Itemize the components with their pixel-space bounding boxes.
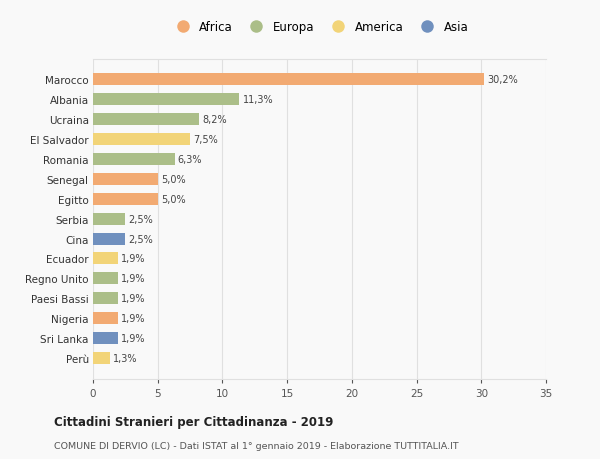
Bar bbox=[93, 293, 118, 305]
Text: 1,9%: 1,9% bbox=[121, 254, 145, 264]
Bar bbox=[93, 174, 158, 185]
Text: 8,2%: 8,2% bbox=[202, 115, 227, 125]
Bar bbox=[93, 114, 199, 126]
Text: 2,5%: 2,5% bbox=[128, 214, 154, 224]
Text: 7,5%: 7,5% bbox=[193, 135, 218, 145]
Text: 5,0%: 5,0% bbox=[161, 194, 185, 204]
Text: 5,0%: 5,0% bbox=[161, 174, 185, 185]
Bar bbox=[93, 94, 239, 106]
Text: 30,2%: 30,2% bbox=[487, 75, 518, 85]
Text: 1,9%: 1,9% bbox=[121, 313, 145, 324]
Bar bbox=[93, 74, 484, 86]
Bar bbox=[93, 253, 118, 265]
Bar bbox=[93, 273, 118, 285]
Bar bbox=[93, 134, 190, 146]
Bar bbox=[93, 193, 158, 205]
Text: 6,3%: 6,3% bbox=[178, 155, 202, 165]
Text: Cittadini Stranieri per Cittadinanza - 2019: Cittadini Stranieri per Cittadinanza - 2… bbox=[54, 415, 334, 428]
Bar bbox=[93, 213, 125, 225]
Text: COMUNE DI DERVIO (LC) - Dati ISTAT al 1° gennaio 2019 - Elaborazione TUTTITALIA.: COMUNE DI DERVIO (LC) - Dati ISTAT al 1°… bbox=[54, 441, 458, 450]
Text: 11,3%: 11,3% bbox=[242, 95, 273, 105]
Bar bbox=[93, 332, 118, 344]
Bar bbox=[93, 154, 175, 166]
Bar bbox=[93, 233, 125, 245]
Text: 1,9%: 1,9% bbox=[121, 274, 145, 284]
Text: 1,9%: 1,9% bbox=[121, 294, 145, 303]
Legend: Africa, Europa, America, Asia: Africa, Europa, America, Asia bbox=[171, 21, 468, 34]
Bar bbox=[93, 313, 118, 325]
Text: 1,9%: 1,9% bbox=[121, 333, 145, 343]
Text: 1,3%: 1,3% bbox=[113, 353, 137, 363]
Text: 2,5%: 2,5% bbox=[128, 234, 154, 244]
Bar bbox=[93, 352, 110, 364]
